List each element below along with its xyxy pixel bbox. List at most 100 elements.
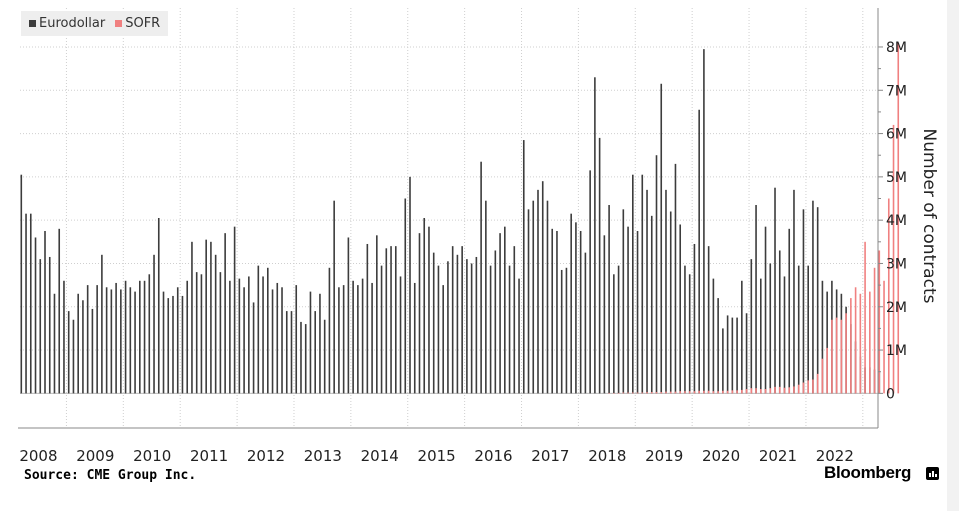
- sofr-bar: [655, 392, 658, 394]
- eurodollar-bar: [736, 317, 738, 394]
- eurodollar-bar: [461, 246, 463, 394]
- eurodollar-bar: [447, 261, 449, 394]
- eurodollar-bar: [82, 300, 84, 394]
- eurodollar-bar: [124, 280, 127, 394]
- eurodollar-bar: [532, 200, 535, 394]
- eurodollar-bar: [39, 259, 42, 394]
- eurodollar-bar: [342, 285, 345, 394]
- eurodollar-bar: [451, 246, 454, 394]
- sofr-bar: [698, 390, 700, 394]
- eurodollar-bar: [300, 321, 302, 394]
- eurodollar-bar: [91, 308, 94, 394]
- eurodollar-bar: [494, 250, 497, 394]
- sofr-bar: [627, 392, 629, 394]
- x-tick-label: 2018: [588, 447, 626, 465]
- eurodollar-bar: [755, 205, 757, 394]
- eurodollar-bar: [110, 289, 113, 394]
- legend-label-eurodollar: Eurodollar: [39, 16, 106, 31]
- x-tick-label: 2013: [304, 447, 342, 465]
- sofr-bar: [835, 317, 838, 394]
- eurodollar-bar: [409, 176, 411, 394]
- eurodollar-bar: [285, 311, 288, 394]
- sofr-bar: [854, 287, 857, 394]
- eurodollar-bar: [210, 241, 212, 394]
- eurodollar-bar: [25, 213, 27, 394]
- eurodollar-bar: [148, 274, 151, 394]
- eurodollar-bar: [541, 181, 544, 394]
- eurodollar-bar: [243, 287, 245, 394]
- eurodollar-bar: [570, 213, 572, 394]
- sofr-bar: [788, 387, 791, 394]
- x-tick-label: 2016: [474, 447, 512, 465]
- eurodollar-bar: [641, 174, 644, 394]
- eurodollar-bar: [741, 280, 743, 394]
- eurodollar-bar: [504, 226, 506, 394]
- sofr-bar: [608, 392, 610, 394]
- eurodollar-bar: [143, 280, 146, 394]
- eurodollar-bar: [812, 200, 814, 394]
- sofr-bar: [774, 386, 776, 394]
- eurodollar-bar: [224, 233, 226, 394]
- eurodollar-bar: [205, 239, 207, 394]
- eurodollar-bar: [428, 226, 430, 394]
- eurodollar-bar: [499, 233, 501, 394]
- eurodollar-bar: [579, 230, 582, 394]
- eurodollar-bar: [508, 265, 511, 394]
- eurodollar-bar: [432, 252, 435, 394]
- legend-item-eurodollar: Eurodollar: [29, 16, 105, 31]
- sofr-bar: [864, 241, 866, 394]
- eurodollar-bar: [456, 254, 459, 394]
- eurodollar-bar: [584, 252, 587, 394]
- bloomberg-logo: Bloomberg: [824, 463, 912, 482]
- x-tick-label: 2011: [190, 447, 228, 465]
- eurodollar-bar: [233, 226, 236, 394]
- x-tick-label: 2017: [531, 447, 569, 465]
- eurodollar-bar: [347, 237, 350, 394]
- y-tick-label: 2M: [886, 300, 907, 316]
- eurodollar-bar: [793, 189, 795, 394]
- eurodollar-bar: [29, 213, 32, 394]
- eurodollar-bar: [248, 276, 250, 394]
- eurodollar-bar: [338, 287, 340, 394]
- y-tick-label: 8M: [886, 40, 907, 56]
- eurodollar-bar: [821, 280, 824, 394]
- eurodollar-bar: [774, 187, 776, 394]
- sofr-bar: [869, 291, 871, 394]
- eurodollar-bar: [153, 254, 155, 394]
- y-tick-label: 6M: [886, 127, 907, 143]
- eurodollar-bar: [390, 246, 392, 394]
- x-tick-label: 2010: [133, 447, 171, 465]
- eurodollar-bar: [376, 235, 378, 394]
- sofr-bar: [750, 388, 753, 394]
- eurodollar-bar: [655, 155, 658, 394]
- eurodollar-bar: [826, 291, 828, 394]
- eurodollar-bar: [34, 237, 37, 394]
- sofr-bar: [816, 373, 819, 394]
- sofr-bar: [726, 390, 729, 394]
- eurodollar-bar: [646, 189, 648, 394]
- eurodollar-bar: [622, 209, 625, 394]
- eurodollar-bar: [361, 278, 364, 394]
- eurodollar-bar: [129, 287, 132, 394]
- eurodollar-bar: [489, 265, 492, 394]
- eurodollar-bar: [594, 77, 596, 394]
- eurodollar-bar: [58, 228, 61, 394]
- eurodollar-bar: [399, 276, 402, 394]
- eurodollar-bar: [556, 230, 558, 394]
- sofr-bar: [722, 390, 724, 394]
- x-tick-label: 2020: [702, 447, 740, 465]
- sofr-bar: [731, 390, 734, 394]
- eurodollar-bar: [608, 205, 610, 394]
- eurodollar-bar: [53, 293, 56, 394]
- sofr-bar: [665, 391, 667, 394]
- sofr-bar: [636, 392, 639, 394]
- eurodollar-bar: [276, 282, 279, 394]
- eurodollar-bar: [304, 324, 307, 394]
- eurodollar-bar: [712, 278, 715, 394]
- sofr-bar: [755, 388, 757, 394]
- eurodollar-bar: [745, 313, 748, 394]
- sofr-bar: [613, 392, 615, 394]
- sofr-bar: [759, 389, 762, 394]
- eurodollar-bar: [380, 265, 383, 394]
